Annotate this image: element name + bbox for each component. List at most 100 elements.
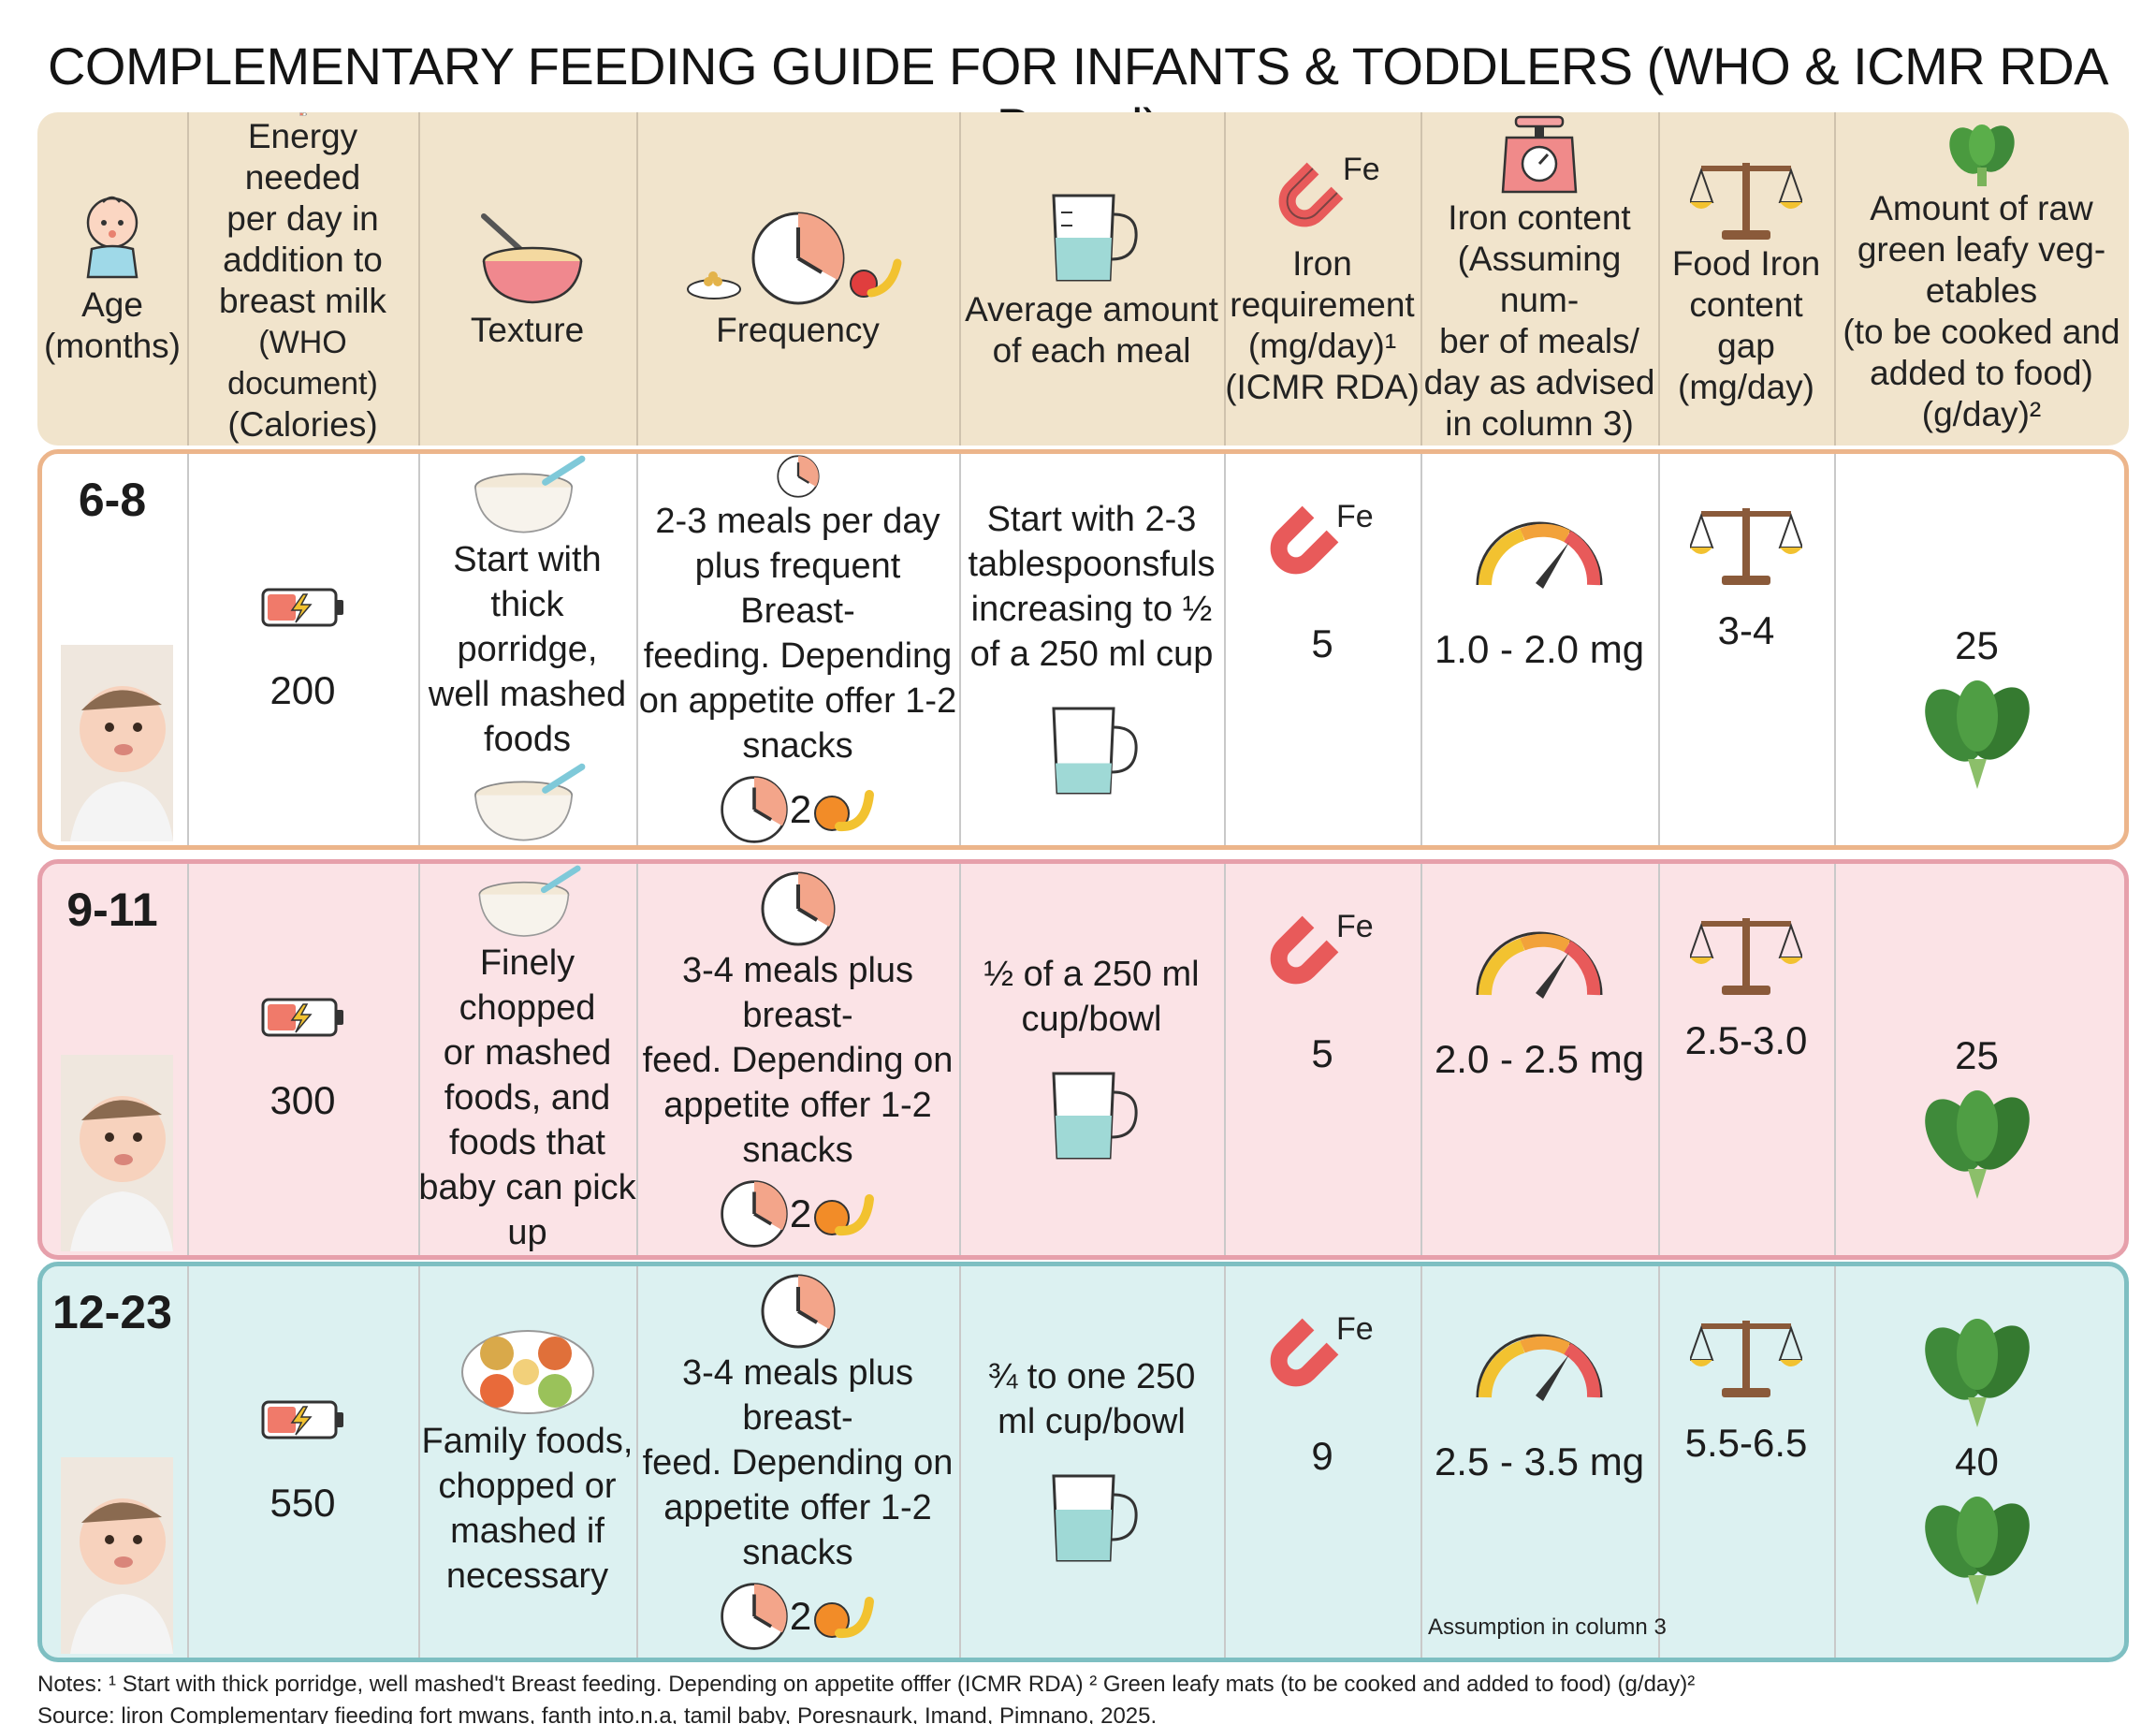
texture-cell: Start with thick porridge, well mashed food… [418,454,636,845]
baby-icon [61,1055,173,1251]
header-iron-req-line4: (ICMR RDA) [1225,368,1420,406]
header-age: Age (months) [37,112,187,446]
balance-scale-icon [1690,163,1802,240]
food-tray-icon [460,1330,594,1414]
cell-text-line: ¾ to one 250 [987,1357,1196,1396]
iron-gap-value: 5.5-6.5 [1684,1421,1808,1465]
age-range: 12-23 [52,1286,172,1338]
cell-text-line: snacks [742,726,853,766]
column-divider [1658,864,1660,1255]
column-divider [959,1266,961,1658]
column-divider [1224,1266,1226,1658]
header-greens-line6: (g/day)² [1921,395,2042,433]
measuring-cup-icon [1051,194,1138,282]
cell-text-line: mashed if [450,1512,605,1551]
measuring-cup-icon [1051,707,1138,795]
cell-text-line: foods, and [444,1078,611,1118]
header-iron-content-line3: ber of meals/ [1439,322,1639,360]
spinach-icon [1924,1090,2030,1199]
snack-indicator: 2 [719,1581,877,1652]
column-divider [1834,1266,1836,1658]
column-divider [418,1266,420,1658]
iron-content-cell: 1.0 - 2.0 mg [1420,454,1658,845]
spinach-icon [1924,1319,2030,1427]
frequency-cell: 3-4 meals plus breast-feed. Depending on… [636,864,959,1255]
cell-text-line: or mashed [443,1033,612,1073]
measuring-cup-icon [1051,1474,1138,1562]
cell-text-line: 3-4 meals plus breast- [681,1353,914,1438]
battery-icon [261,998,343,1037]
header-gap-line3: (mg/day) [1678,368,1814,406]
fruit-icon [814,790,875,832]
header-gap-line1: Food Iron [1671,244,1821,283]
cell-text-line: plus frequent Breast- [694,547,901,631]
cell-text-line: tablespoonsfuls [968,545,1216,584]
header-gap: Food Iron content gap (mg/day) [1658,112,1834,446]
iron-magnet-icon: Fe [1278,152,1380,227]
fruit-icon [814,1194,875,1236]
iron-content-value: 2.0 - 2.5 mg [1434,1037,1645,1081]
cell-text-line: Start with 2-3 [986,500,1197,539]
cell-text-line: foods that [449,1123,605,1162]
column-divider [187,1266,189,1658]
baby-icon [86,196,138,279]
iron-gap-value: 2.5-3.0 [1684,1018,1808,1062]
header-iron-req-line3: (mg/day)¹ [1247,327,1397,365]
clock-icon [721,776,788,843]
header-iron-req-line2: requirement [1230,285,1415,324]
measuring-cup-icon [1051,1072,1138,1160]
header-amount: Average amount of each meal [959,112,1224,446]
baby-icon [61,645,173,841]
fe-label: Fe [1336,1311,1374,1347]
cell-text-line: 2-3 meals per day [655,502,940,541]
cell-text-line: appetite offer 1-2 [663,1086,932,1125]
greens-value: 25 [1955,1033,1999,1077]
fe-label: Fe [1343,152,1380,187]
header-iron-requirement: Fe Iron requirement (mg/day)¹ (ICMR RDA) [1224,112,1420,446]
header-texture: Texture [418,112,636,446]
cell-text-line: feed. Depending on [642,1443,954,1483]
column-divider [1658,1266,1660,1658]
fe-label: Fe [1336,909,1374,944]
gauge-icon [1476,931,1603,999]
greens-cell: 25 [1834,454,2120,845]
energy-value: 200 [270,668,336,712]
balance-scale-icon [1690,918,1802,995]
iron-magnet-icon: Fe [1270,499,1374,575]
cell-text-line: baby can pick [418,1168,636,1207]
snack-count: 2 [789,1594,812,1638]
texture-cell: Finely chopped or mashed foods, and foods th… [418,864,636,1255]
clock-icon [721,1180,788,1248]
energy-value: 300 [270,1078,336,1122]
amount-cell: Start with 2-3 tablespoonsfuls increasing … [959,454,1224,845]
frequency-cell: 2-3 meals per day plus frequent Breast-fe… [636,454,959,845]
age-range: 9-11 [66,884,158,936]
amount-cell: ½ of a 250 ml cup/bowl [959,864,1224,1255]
iron-content-cell: 2.0 - 2.5 mg [1420,864,1658,1255]
energy-cell: 550 [187,1266,418,1658]
header-amount-line1: Average amount [965,290,1218,329]
cell-text-line: necessary [445,1556,609,1596]
header-energy-line5: (WHO document) [227,325,378,402]
greens-cell: 25 [1834,864,2120,1255]
header-frequency-label: Frequency [716,311,880,349]
porridge-bowl-icon [478,865,581,937]
header-energy-line6: (Calories) [227,405,378,444]
clock-icon [686,212,901,305]
header-greens-line1: Amount of raw [1870,189,2093,227]
header-texture-label: Texture [470,311,585,349]
porridge-bowl-icon [480,213,582,304]
assumption-note: Assumption in column 3 [1428,1614,1667,1640]
age-range: 6-8 [78,474,147,526]
spinach-icon [1924,680,2030,789]
table-row: 6-8 200 Start with thick porridge, well mash… [37,449,2129,850]
gauge-icon [1476,1334,1603,1401]
greens-cell: 40 [1834,1266,2120,1658]
cell-text-line: feed. Depending on [642,1041,954,1080]
column-divider [1658,454,1660,845]
source-line: Source: liron Complementary fieeding for… [37,1703,1158,1724]
header-iron-content: Iron content (Assuming num- ber of meals… [1420,112,1658,446]
cell-text-line: Start with [453,540,602,579]
header-greens-line5: added to food) [1870,354,2093,392]
kitchen-scale-icon [1501,115,1578,194]
